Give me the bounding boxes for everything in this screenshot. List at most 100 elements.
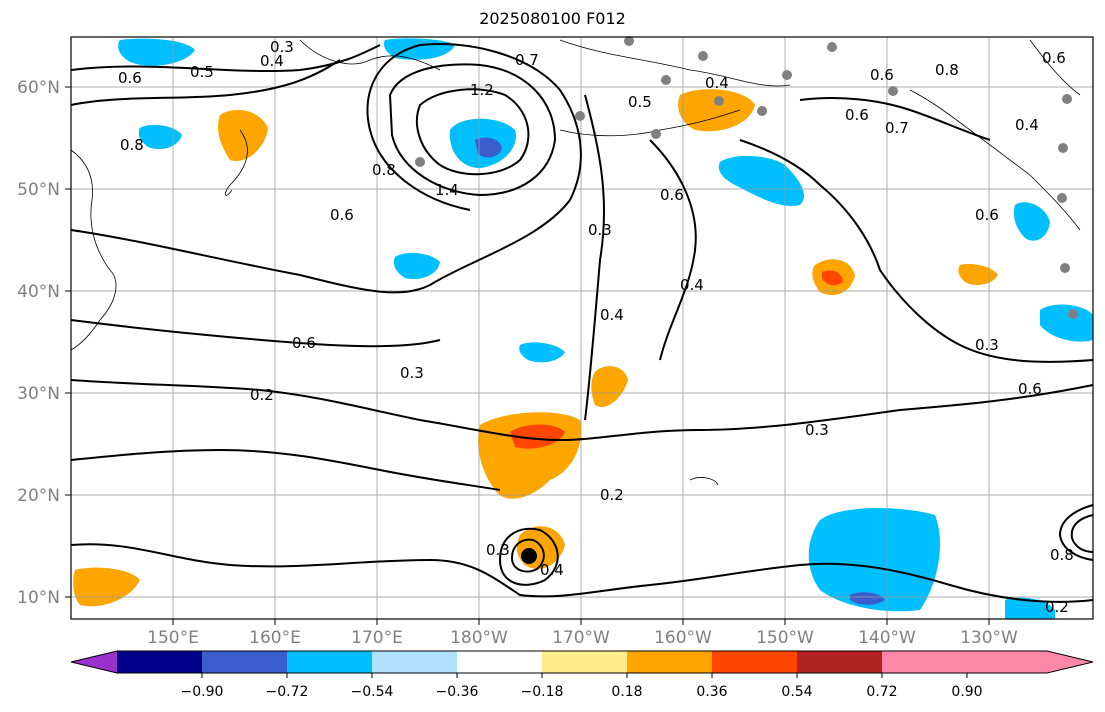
contour-label: 0.6 [870,66,894,84]
shade-red-area [510,424,565,449]
contour-label: 0.7 [885,119,909,137]
map-frame [70,36,1094,620]
contour-label: 0.6 [1042,49,1066,67]
station-dot [1058,143,1068,153]
shade-blue-area [393,252,440,280]
lat-tick-label: 40°N [17,282,60,302]
colorbar-tick-label: 0.36 [696,684,727,700]
colorbar-tick-label: 0.72 [866,684,897,700]
colorbar-tick-label: 0.18 [611,684,642,700]
lon-tick-label: 150°E [147,628,199,648]
shade-orange-area [958,264,998,286]
station-dot [661,75,671,85]
lon-tick-label: 170°W [552,628,610,648]
colorbar-segment [797,651,882,673]
shade-blue-area [1040,304,1093,342]
shade-orange-area [591,366,628,408]
lat-tick-label: 20°N [17,486,60,506]
contour-label: 0.4 [540,561,564,579]
contour-label: 0.6 [292,334,316,352]
contour-label: 0.6 [975,206,999,224]
shade-blue-area [718,155,805,206]
shade-orange-area [678,89,755,132]
contour-label: 0.7 [515,51,539,69]
colorbar-extend-low [71,651,117,673]
station-dot [1068,309,1078,319]
contour-label: 0.4 [260,52,284,70]
station-dot [651,129,661,139]
shade-red-area [822,270,843,286]
contour-label: 0.6 [845,106,869,124]
station-dot [1057,193,1067,203]
colorbar-tick-label: −0.90 [181,684,224,700]
contour-label: 1.2 [470,81,494,99]
lon-tick-label: 130°W [960,628,1018,648]
contour-label: 0.2 [250,386,274,404]
colorbar-segment [542,651,627,673]
colorbar-segment [202,651,287,673]
contour-label: 0.6 [118,69,142,87]
contour-label: 0.5 [628,93,652,111]
colorbar-outline [70,650,1094,674]
lon-tick-label: 160°E [249,628,301,648]
contour-label: 0.6 [1018,380,1042,398]
colorbar-tick-label: −0.18 [521,684,564,700]
contour-label: 0.6 [660,186,684,204]
station-dot [698,51,708,61]
shade-blue-area [1013,202,1050,241]
shade-darkblue-area [475,137,502,158]
contour-label: 0.3 [486,541,510,559]
colorbar-tick-label: −0.72 [266,684,309,700]
contour-labels: 0.3 0.4 0.5 0.6 0.6 0.8 0.8 1.2 1.4 0.7 … [118,38,1074,616]
contour-label: 0.3 [588,221,612,239]
lat-tick-label: 30°N [17,384,60,404]
shade-blue-area [519,342,565,363]
lon-tick-labels: 150°E 160°E 170°E 180°W 170°W 160°W 150°… [147,628,1018,648]
lat-tick-label: 60°N [17,78,60,98]
axis-ticks [65,86,990,625]
colorbar-tick-label: 0.90 [951,684,982,700]
station-dot [827,42,837,52]
colorbar-tick-label: 0.54 [781,684,812,700]
contour-label: 0.2 [1045,598,1069,616]
lat-tick-labels: 60°N 50°N 40°N 30°N 20°N 10°N [17,78,60,608]
station-dot [575,111,585,121]
contour-label: 0.8 [120,136,144,154]
contour-label: 0.8 [1050,546,1074,564]
lat-tick-label: 10°N [17,588,60,608]
lat-tick-label: 50°N [17,180,60,200]
station-dot [415,157,425,167]
shade-blue-area [138,124,182,150]
colorbar-segment [457,651,542,673]
colorbar-segment [882,651,967,673]
contour-label: 0.8 [372,161,396,179]
shade-blue-area [1005,597,1055,619]
lon-tick-label: 170°E [351,628,403,648]
contour-lines [70,43,1094,603]
colorbar-extend-high [967,651,1093,673]
contour-label: 0.4 [705,74,729,92]
colorbar-segment [372,651,457,673]
station-markers [415,36,1078,319]
storm-center-marker [521,548,537,564]
station-dot [1062,94,1072,104]
contour-label: 1.4 [435,181,459,199]
colorbar-segment [117,651,202,673]
shade-blue-area [118,38,195,66]
station-dot [888,86,898,96]
contour-label: 0.8 [935,61,959,79]
colorbar-segment [712,651,797,673]
contour-label: 0.3 [270,38,294,56]
lon-tick-label: 160°W [654,628,712,648]
lon-tick-label: 140°W [858,628,916,648]
contour-label: 0.3 [975,336,999,354]
shade-orange-area [218,109,268,161]
colorbar-tick-label: −0.54 [351,684,394,700]
station-dot [714,96,724,106]
station-dot [757,106,767,116]
contour-label: 0.4 [680,276,704,294]
lon-tick-label: 180°W [450,628,508,648]
map-title: 2025080100 F012 [479,9,626,28]
station-dot [782,70,792,80]
